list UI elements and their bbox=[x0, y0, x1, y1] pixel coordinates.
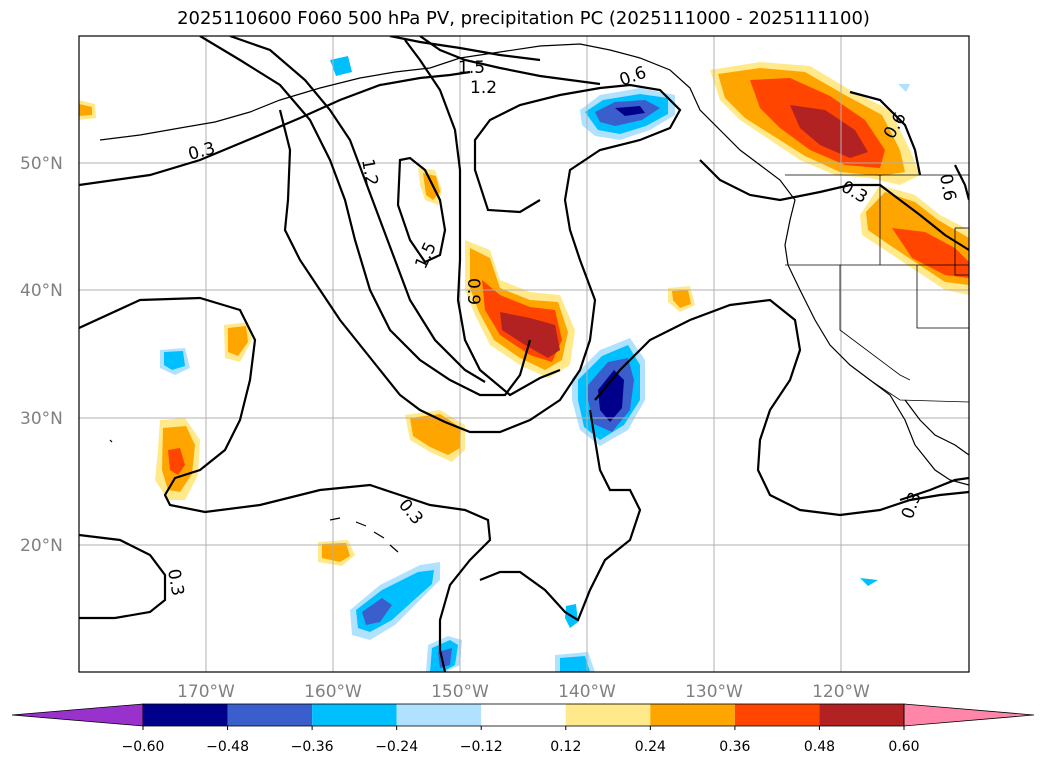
longitude-labels: 170°W 160°W 150°W 140°W 130°W 120°W bbox=[177, 682, 870, 702]
colorbar-tick-label: −0.48 bbox=[206, 739, 249, 755]
pv-contour bbox=[954, 164, 969, 201]
pv-contour bbox=[419, 36, 601, 86]
colorbar-extend-low bbox=[11, 703, 144, 727]
colorbar-tick-label: 0.24 bbox=[635, 739, 666, 755]
colorbar-tick-label: 0.12 bbox=[550, 739, 581, 755]
colorbar-segment bbox=[396, 704, 482, 726]
colorbar-tick-label: −0.24 bbox=[375, 739, 418, 755]
colorbar-segment bbox=[650, 704, 735, 726]
colorbar-tick-label: −0.60 bbox=[122, 739, 165, 755]
colorbar-segment bbox=[312, 704, 397, 726]
colorbar-tick-label: 0.36 bbox=[719, 739, 750, 755]
colorbar-tick-label: −0.36 bbox=[291, 739, 334, 755]
plot-area bbox=[79, 36, 969, 672]
plot-frame bbox=[78, 35, 970, 673]
latitude-labels: 50°N 40°N 30°N 20°N bbox=[20, 154, 63, 556]
colorbar: −0.60 −0.48 −0.36 −0.24 −0.12 0.12 0.24 0.36 0.4… bbox=[11, 703, 1035, 755]
lat-label: 30°N bbox=[20, 409, 63, 429]
pv-contour bbox=[229, 36, 486, 383]
pv-contour bbox=[278, 83, 682, 434]
colorbar-segment bbox=[481, 704, 566, 726]
contour-label: 1.5 bbox=[458, 58, 485, 78]
colorbar-segment bbox=[734, 704, 820, 726]
pv-contour bbox=[404, 39, 561, 397]
pv-contour bbox=[479, 409, 642, 622]
contour-label: 1.2 bbox=[470, 78, 497, 98]
lat-label: 40°N bbox=[20, 281, 63, 301]
lat-label: 20°N bbox=[20, 536, 63, 556]
precip-shading bbox=[79, 56, 969, 672]
pv-contour bbox=[396, 156, 447, 264]
pv-contour bbox=[389, 36, 541, 62]
pv-contour bbox=[79, 533, 167, 620]
colorbar-segment bbox=[565, 704, 651, 726]
map-title: 2025110600 F060 500 hPa PV, precipitatio… bbox=[177, 8, 870, 29]
pv-contour bbox=[79, 70, 471, 187]
colorbar-segment bbox=[227, 704, 313, 726]
pv-contours bbox=[79, 36, 969, 672]
contour-label: 0.9 bbox=[463, 278, 483, 305]
lon-label: 130°W bbox=[685, 682, 743, 702]
colorbar-extend-high bbox=[903, 703, 1035, 727]
colorbar-segment bbox=[819, 704, 904, 726]
colorbar-tick-label: 0.48 bbox=[804, 739, 835, 755]
colorbar-segment bbox=[143, 704, 228, 726]
lon-label: 120°W bbox=[812, 682, 870, 702]
pv-contour bbox=[699, 159, 969, 251]
graticule bbox=[79, 36, 969, 672]
contour-label: 0.6 bbox=[935, 172, 959, 202]
pv-contour bbox=[899, 476, 969, 502]
colorbar-tick-label: 0.60 bbox=[888, 739, 919, 755]
lat-label: 50°N bbox=[20, 154, 63, 174]
contour-label: 1.2 bbox=[357, 157, 381, 187]
pv-contour bbox=[594, 298, 969, 517]
pv-contour bbox=[199, 36, 532, 397]
lon-label: 160°W bbox=[304, 682, 362, 702]
contour-label: 0.3 bbox=[163, 567, 187, 597]
coastlines bbox=[99, 43, 969, 553]
lon-label: 140°W bbox=[558, 682, 616, 702]
colorbar-frame bbox=[142, 703, 905, 727]
lon-label: 170°W bbox=[177, 682, 235, 702]
pv-contour bbox=[849, 90, 922, 176]
pv-contour bbox=[79, 296, 492, 672]
lon-label: 150°W bbox=[431, 682, 489, 702]
colorbar-tick-label: −0.12 bbox=[460, 739, 503, 755]
